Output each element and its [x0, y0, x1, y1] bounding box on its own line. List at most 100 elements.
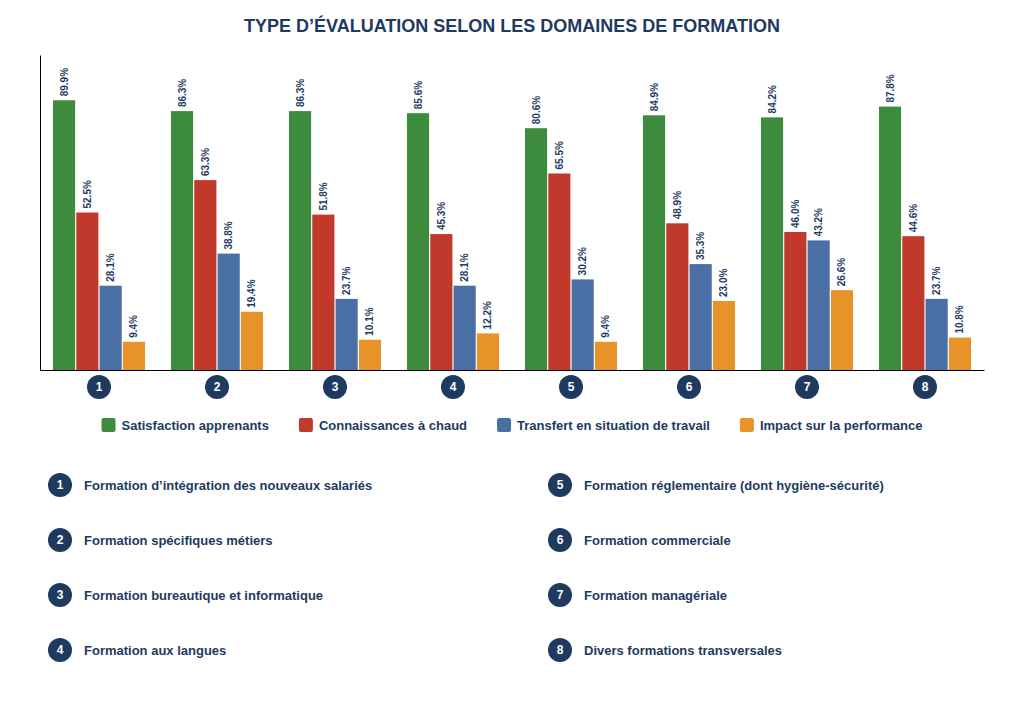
bar: [218, 254, 240, 370]
chart: TYPE D’ÉVALUATION SELON LES DOMAINES DE …: [0, 0, 1024, 720]
data-label: 80.6%: [531, 96, 542, 124]
description-item: 1 Formation d’intégration des nouveaux sa…: [48, 473, 372, 497]
bars: [53, 100, 971, 370]
x-axis-line: [41, 370, 985, 371]
description-item: 3 Formation bureautique et informatique: [48, 583, 323, 607]
description-item: 4Formation aux langues: [48, 638, 226, 662]
bar: [643, 115, 665, 370]
data-label: 45.3%: [436, 202, 447, 230]
x-tick: 2: [205, 375, 229, 399]
description-text: Formation spécifiques métiers: [84, 533, 273, 548]
legend-item: Satisfaction apprenants: [102, 418, 269, 433]
data-label: 86.3%: [295, 79, 306, 107]
bar: [454, 286, 476, 370]
x-tick-label: 3: [332, 380, 339, 394]
bar: [666, 223, 688, 370]
data-label: 9.4%: [128, 315, 139, 338]
x-tick-label: 4: [450, 380, 457, 394]
data-label: 65.5%: [554, 141, 565, 169]
description-item: 7Formation managériale: [548, 583, 727, 607]
data-label: 9.4%: [600, 315, 611, 338]
legend-label: Transfert en situation de travail: [517, 418, 710, 433]
data-label: 12.2%: [482, 301, 493, 329]
x-tick: 6: [677, 375, 701, 399]
data-label: 52.5%: [82, 180, 93, 208]
bar: [572, 279, 594, 370]
description-number: 8: [557, 643, 564, 657]
x-tick: 3: [323, 375, 347, 399]
x-tick-label: 2: [214, 380, 221, 394]
description-number: 3: [57, 588, 64, 602]
description-circle: [548, 473, 572, 497]
category-circle: [913, 375, 937, 399]
plot: 89.9%86.3%86.3%85.6%80.6%84.9%84.2%87.8%…: [41, 56, 985, 400]
description-number: 1: [57, 478, 64, 492]
data-label: 84.9%: [649, 83, 660, 111]
bar: [690, 264, 712, 370]
bar: [100, 286, 122, 370]
description-number: 7: [557, 588, 564, 602]
description-item: 6Formation commerciale: [548, 528, 731, 552]
x-tick-label: 8: [922, 380, 929, 394]
data-label: 23.7%: [341, 266, 352, 294]
data-label: 43.2%: [813, 208, 824, 236]
x-tick-label: 1: [96, 380, 103, 394]
description-text: Formation bureautique et informatique: [84, 588, 323, 603]
bar: [53, 100, 75, 370]
data-label: 10.8%: [954, 305, 965, 333]
legend-swatch: [740, 418, 754, 432]
legend-swatch: [102, 418, 116, 432]
category-circle: [677, 375, 701, 399]
legend-label: Connaissances à chaud: [319, 418, 467, 433]
x-tick: 8: [913, 375, 937, 399]
legend-swatch: [497, 418, 511, 432]
bar: [289, 111, 311, 370]
data-label: 10.1%: [364, 307, 375, 335]
description-text: Formation réglementaire (dont hygiène-sé…: [584, 478, 884, 493]
description-number: 2: [57, 533, 64, 547]
data-label: 48.9%: [672, 191, 683, 219]
data-label: 23.0%: [718, 269, 729, 297]
data-label: 85.6%: [413, 81, 424, 109]
legend: Satisfaction apprenants Connaissances à c…: [102, 418, 923, 433]
category-circle: [559, 375, 583, 399]
description-text: Formation d’intégration des nouveaux sal…: [84, 478, 372, 493]
bar: [548, 174, 570, 371]
description-circle: [548, 583, 572, 607]
bar: [761, 117, 783, 370]
description-number: 5: [557, 478, 564, 492]
category-circle: [441, 375, 465, 399]
category-circle: [205, 375, 229, 399]
legend-label: Impact sur la performance: [760, 418, 923, 433]
y-axis: [40, 56, 41, 371]
x-tick: 4: [441, 375, 465, 399]
x-tick: 1: [87, 375, 111, 399]
category-circle: [795, 375, 819, 399]
legend-swatch: [299, 418, 313, 432]
description-item: 2 Formation spécifiques métiers: [48, 528, 273, 552]
bar: [595, 342, 617, 370]
bar: [902, 236, 924, 370]
bar: [359, 340, 381, 370]
legend-item: Transfert en situation de travail: [497, 418, 710, 433]
data-label: 44.6%: [908, 204, 919, 232]
data-label: 23.7%: [931, 266, 942, 294]
data-label: 35.3%: [695, 232, 706, 260]
x-tick: 7: [795, 375, 819, 399]
bar: [76, 213, 98, 371]
bar: [430, 234, 452, 370]
title: TYPE D’ÉVALUATION SELON LES DOMAINES DE …: [244, 15, 780, 36]
description-item: 5 Formation réglementaire (dont hygiène-s…: [548, 473, 884, 497]
description-text: Formation commerciale: [584, 533, 731, 548]
category-circle: [323, 375, 347, 399]
data-label: 87.8%: [885, 74, 896, 102]
description-circle: [48, 638, 72, 662]
data-label: 89.9%: [59, 68, 70, 96]
data-label: 28.1%: [105, 253, 116, 281]
data-label: 51.8%: [318, 182, 329, 210]
y-axis-line: [40, 56, 41, 371]
bar: [831, 290, 853, 370]
data-label: 19.4%: [246, 279, 257, 307]
bar: [477, 333, 499, 370]
bar: [336, 299, 358, 370]
